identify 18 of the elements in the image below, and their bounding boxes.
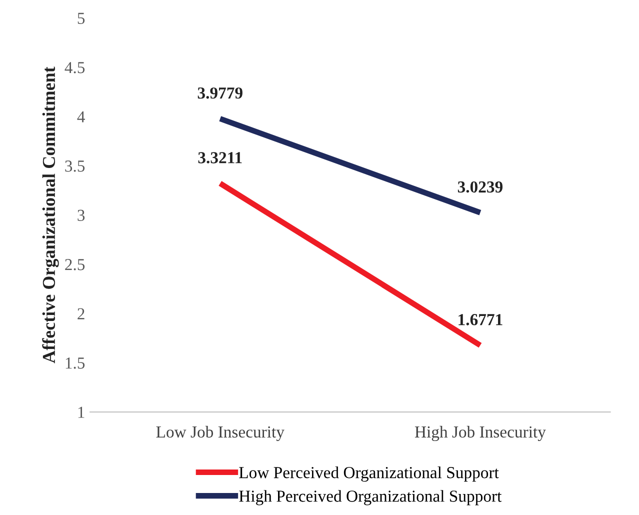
- y-tick-label: 2.5: [65, 259, 85, 270]
- data-label: 3.0239: [458, 181, 503, 193]
- data-label: 1.6771: [458, 314, 502, 326]
- data-label: 3.3211: [198, 152, 242, 164]
- y-tick-label: 1.5: [66, 358, 85, 369]
- y-tick-label: 3.5: [65, 160, 85, 172]
- y-tick-label: 3: [78, 210, 85, 221]
- legend-label: Low Perceived Organizational Support: [239, 466, 499, 482]
- data-label: 3.9779: [198, 87, 242, 99]
- legend-label: High Perceived Organizational Support: [239, 490, 502, 506]
- x-tick-label: Low Job Insecurity: [156, 426, 284, 442]
- y-tick-label: 4.5: [64, 62, 85, 74]
- y-tick-label: 4: [77, 111, 85, 122]
- y-axis-title: Affective Organizational Commitment: [42, 66, 59, 364]
- x-tick-label: High Job Insecurity: [414, 426, 546, 442]
- y-tick-label: 1: [78, 406, 84, 418]
- y-tick-label: 5: [78, 12, 85, 24]
- y-tick-label: 2: [78, 308, 84, 320]
